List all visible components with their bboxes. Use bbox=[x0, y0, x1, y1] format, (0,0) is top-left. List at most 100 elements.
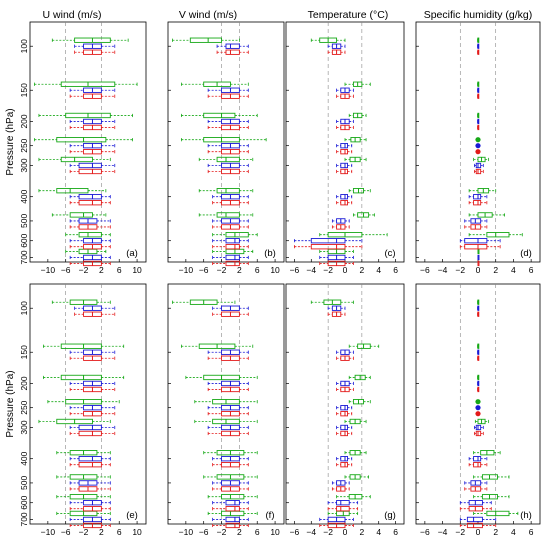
box-blue bbox=[69, 218, 111, 224]
box-green bbox=[477, 81, 480, 87]
box-red bbox=[464, 486, 488, 492]
box-body bbox=[78, 456, 102, 462]
box-red bbox=[331, 486, 350, 492]
box-red bbox=[207, 93, 249, 99]
box-body bbox=[189, 37, 222, 43]
x-tick-label: −4 bbox=[438, 265, 448, 275]
box-red bbox=[69, 149, 116, 155]
box-body bbox=[78, 232, 102, 238]
box-green bbox=[344, 137, 367, 143]
box-green bbox=[477, 343, 480, 349]
box-green bbox=[42, 374, 125, 381]
box-blue bbox=[69, 516, 111, 523]
panel-f: −10 −6 −2 2 6 10 (f) bbox=[167, 283, 285, 537]
box-green bbox=[473, 510, 519, 517]
box-blue bbox=[216, 43, 249, 49]
box-blue bbox=[336, 162, 353, 169]
box-blue bbox=[74, 305, 116, 311]
box-red bbox=[212, 224, 249, 230]
box-green bbox=[47, 399, 120, 405]
box-blue bbox=[464, 480, 488, 486]
box-green bbox=[56, 474, 111, 480]
x-tick-label: −4 bbox=[306, 527, 316, 537]
box-green bbox=[468, 188, 497, 194]
box-green bbox=[51, 212, 107, 218]
box-blue bbox=[69, 380, 116, 387]
box-red bbox=[207, 411, 249, 417]
box-red bbox=[336, 430, 353, 437]
box-blue bbox=[69, 238, 111, 244]
x-tick-label: −4 bbox=[306, 265, 316, 275]
box-body bbox=[340, 411, 348, 417]
box-red bbox=[69, 168, 116, 175]
x-tick-label: −10 bbox=[179, 265, 194, 275]
box-green bbox=[475, 399, 481, 405]
box-red bbox=[477, 260, 480, 267]
box-blue bbox=[294, 238, 363, 244]
y-tick-label: 400 bbox=[19, 451, 29, 465]
box-blue bbox=[69, 456, 111, 462]
box-blue bbox=[336, 405, 353, 411]
box-blue bbox=[477, 305, 480, 311]
box-green bbox=[212, 232, 258, 238]
box-green bbox=[212, 248, 254, 255]
panels-group: −10 −6 −2 2 6 10100150200250300400500600700Pr… bbox=[5, 21, 541, 537]
box-red bbox=[74, 311, 116, 317]
box-red bbox=[212, 311, 249, 317]
box-blue bbox=[474, 162, 484, 169]
box-green bbox=[198, 188, 254, 194]
box-blue bbox=[319, 254, 354, 261]
box-red bbox=[294, 244, 363, 250]
box-body bbox=[225, 506, 240, 512]
box-blue bbox=[69, 480, 111, 486]
box-blue bbox=[336, 349, 354, 355]
box-red bbox=[212, 200, 249, 206]
box-red bbox=[336, 93, 354, 99]
box-red bbox=[336, 386, 354, 393]
box-body bbox=[221, 510, 245, 517]
box-blue bbox=[74, 43, 116, 49]
panel-label: (g) bbox=[384, 510, 396, 521]
box-blue bbox=[207, 349, 249, 355]
x-tick-label: 6 bbox=[529, 265, 534, 275]
box-green bbox=[207, 510, 258, 517]
box-red bbox=[207, 355, 249, 361]
y-tick-label: 100 bbox=[19, 39, 29, 53]
box-blue bbox=[319, 516, 354, 523]
box-red bbox=[474, 430, 484, 437]
box-red bbox=[336, 411, 353, 417]
x-tick-label: 6 bbox=[117, 265, 122, 275]
y-tick-label: 700 bbox=[19, 512, 29, 526]
box-green bbox=[198, 212, 254, 218]
box-green bbox=[473, 156, 490, 163]
box-green bbox=[198, 156, 254, 163]
box-green bbox=[475, 137, 481, 143]
box-blue bbox=[327, 500, 359, 506]
box-red bbox=[69, 124, 116, 131]
box-blue bbox=[69, 254, 111, 261]
box-blue bbox=[477, 118, 480, 125]
x-tick-label: 6 bbox=[393, 527, 398, 537]
box-body bbox=[225, 260, 240, 267]
box-green bbox=[477, 37, 480, 43]
box-green bbox=[319, 232, 388, 238]
box-body bbox=[225, 500, 240, 506]
box-blue bbox=[327, 305, 346, 311]
box-red bbox=[477, 311, 480, 317]
box-body bbox=[78, 200, 102, 206]
box-red bbox=[477, 124, 480, 131]
box-blue bbox=[477, 254, 480, 261]
box-dot bbox=[475, 149, 481, 155]
box-green bbox=[65, 248, 107, 255]
box-green bbox=[344, 418, 367, 425]
panel-d: −6 −4 −2 0 2 4 6 (d) bbox=[415, 21, 541, 275]
box-green bbox=[56, 494, 111, 500]
box-red bbox=[207, 149, 249, 155]
box-red bbox=[477, 93, 480, 99]
box-green bbox=[203, 474, 258, 480]
box-red bbox=[477, 355, 480, 361]
x-tick-label: 4 bbox=[511, 527, 516, 537]
box-body bbox=[225, 244, 240, 250]
box-red bbox=[207, 386, 249, 393]
box-blue bbox=[69, 118, 116, 125]
